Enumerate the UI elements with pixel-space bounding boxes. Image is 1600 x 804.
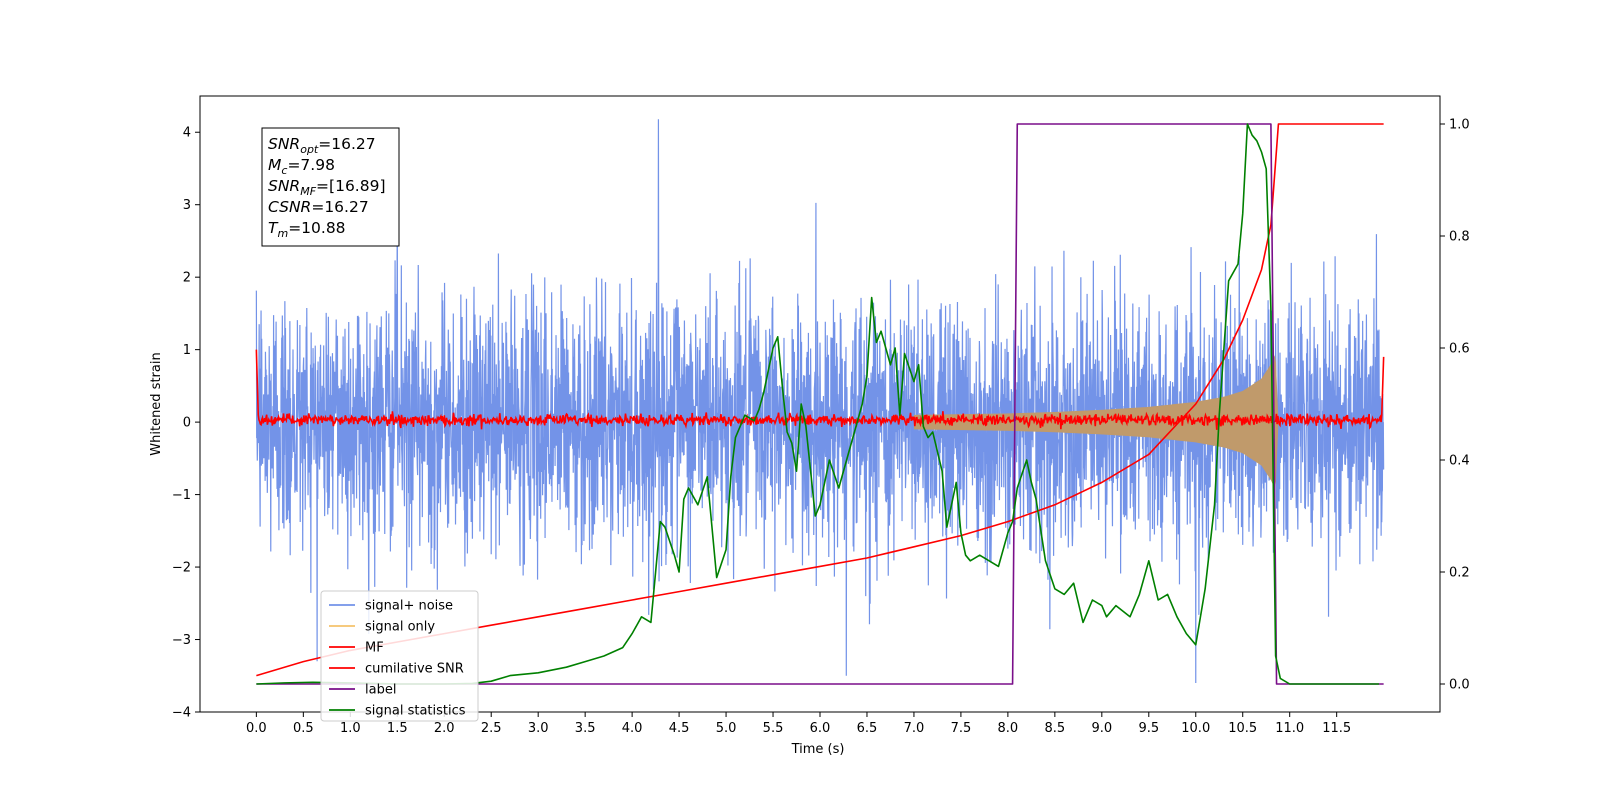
y-right-tick-label: 0.2 [1449, 566, 1470, 581]
y-left-tick-label: −3 [172, 633, 191, 648]
y-left-tick-label: 4 [183, 126, 191, 141]
x-tick-label: 10.5 [1228, 721, 1257, 736]
info-box: SNRopt=16.27Mc=7.98SNRMF=[16.89]CSNR=16.… [261, 127, 400, 247]
info-line-value: =10.88 [288, 219, 345, 237]
x-tick-label: 7.5 [951, 721, 972, 736]
y-right-tick-label: 0.4 [1449, 454, 1470, 469]
y-left-tick-label: −4 [172, 706, 191, 721]
x-tick-label: 3.5 [575, 721, 596, 736]
x-tick-label: 9.5 [1138, 721, 1159, 736]
x-tick-label: 6.5 [857, 721, 878, 736]
x-tick-label: 8.0 [998, 721, 1019, 736]
x-tick-label: 7.0 [904, 721, 925, 736]
info-line: CSNR=16.27 [268, 198, 369, 216]
legend-label: signal only [365, 620, 435, 635]
y-left-tick-label: 0 [183, 416, 191, 431]
series-mf [255, 349, 1385, 430]
info-line-symbol: CSNR [268, 198, 311, 216]
info-line-symbol: SNR [268, 177, 300, 195]
info-line-value: =16.27 [318, 135, 375, 153]
info-line-subscript: opt [300, 143, 319, 156]
x-axis-label: Time (s) [791, 742, 845, 757]
info-line: Tm=10.88 [268, 219, 346, 240]
legend-label: MF [365, 641, 384, 656]
info-line-value: =[16.89] [316, 177, 385, 195]
info-line-subscript: m [277, 227, 288, 240]
legend: signal+ noise signal only MF cumilative SNR… [320, 590, 479, 722]
y-left-tick-label: −2 [172, 561, 191, 576]
info-line: SNRopt=16.27 [268, 135, 376, 156]
x-tick-label: 0.0 [246, 721, 267, 736]
x-tick-label: 8.5 [1045, 721, 1066, 736]
x-tick-label: 11.5 [1322, 721, 1351, 736]
series-signal-statistics [256, 123, 1379, 685]
x-tick-label: 10.0 [1181, 721, 1210, 736]
info-line: SNRMF=[16.89] [268, 177, 386, 198]
x-tick-label: 2.5 [481, 721, 502, 736]
x-tick-label: 1.0 [340, 721, 361, 736]
x-tick-label: 4.0 [622, 721, 643, 736]
x-tick-label: 4.5 [669, 721, 690, 736]
x-axis: 0.0 0.5 1.0 1.5 2.0 2.5 3.0 3.5 4.0 4.5 5.0 5.5 6.0 6… [246, 712, 1351, 736]
info-line-value: =16.27 [311, 198, 368, 216]
legend-frame [320, 590, 479, 722]
info-line: Mc=7.98 [268, 156, 335, 177]
x-tick-label: 9.0 [1091, 721, 1112, 736]
info-line-symbol: T [268, 219, 279, 237]
x-tick-label: 1.5 [387, 721, 408, 736]
y-right-tick-label: 0.0 [1449, 678, 1470, 693]
x-tick-label: 5.5 [763, 721, 784, 736]
x-tick-label: 5.0 [716, 721, 737, 736]
x-tick-label: 2.0 [434, 721, 455, 736]
x-tick-label: 6.0 [810, 721, 831, 736]
x-tick-label: 0.5 [293, 721, 314, 736]
legend-label: cumilative SNR [365, 662, 464, 677]
y-right-tick-label: 0.6 [1449, 342, 1470, 357]
y-left-tick-label: 1 [183, 343, 191, 358]
info-line-symbol: SNR [268, 135, 300, 153]
info-line-symbol: M [268, 156, 281, 174]
x-tick-label: 11.0 [1275, 721, 1304, 736]
y-left-tick-label: 3 [183, 198, 191, 213]
y-axis-label: Whitened strain [149, 352, 164, 455]
series-signal-noise [255, 119, 1385, 684]
info-line-subscript: MF [300, 185, 316, 198]
y-left-tick-label: 2 [183, 271, 191, 286]
y-left-tick-label: −1 [172, 488, 191, 503]
y-right-tick-label: 1.0 [1449, 118, 1470, 133]
y-right-axis: 0.0 0.2 0.4 0.6 0.8 1.0 [1440, 118, 1470, 693]
info-line-subscript: c [281, 164, 287, 177]
legend-label: label [365, 683, 396, 698]
info-line-value: =7.98 [287, 156, 335, 174]
info-box-frame [261, 127, 400, 247]
legend-label: signal+ noise [365, 599, 453, 614]
x-tick-label: 3.0 [528, 721, 549, 736]
y-right-tick-label: 0.8 [1449, 230, 1470, 245]
legend-label: signal statistics [365, 704, 466, 719]
y-left-axis: −4 −3 −2 −1 0 1 2 3 4 [172, 126, 200, 721]
